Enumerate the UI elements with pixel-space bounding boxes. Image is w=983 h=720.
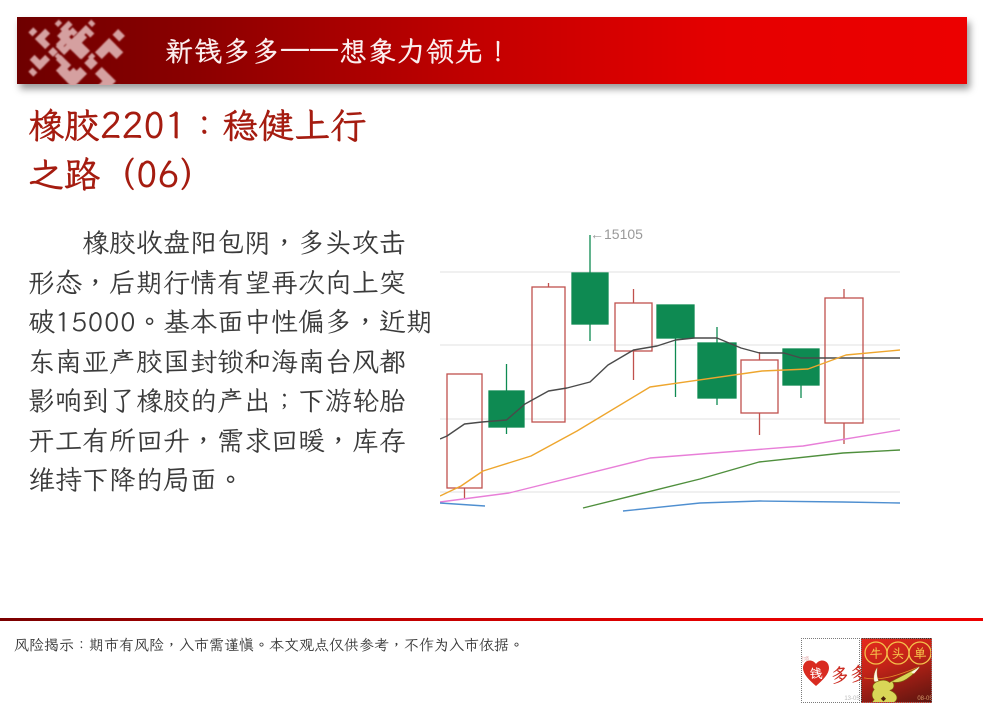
svg-text:牛: 牛 [869,645,882,662]
svg-text:08-05: 08-05 [917,696,932,702]
svg-text:头: 头 [891,645,904,662]
svg-text:单: 单 [913,645,926,662]
svg-text:←15105: ←15105 [590,226,643,242]
svg-text:多多: 多多 [830,661,861,689]
svg-text:钱: 钱 [809,665,822,682]
svg-text:13-05: 13-05 [844,696,860,702]
